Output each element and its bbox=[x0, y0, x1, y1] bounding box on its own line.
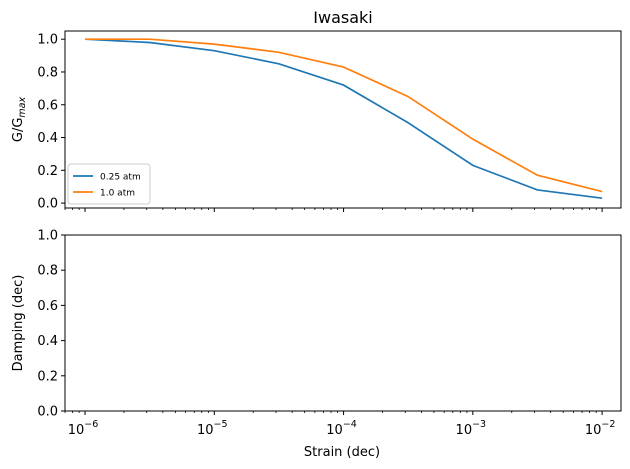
y-tick-label: 1.0 bbox=[37, 33, 58, 48]
x-axis-label: Strain (dec) bbox=[304, 445, 380, 460]
axes-frame bbox=[64, 234, 622, 412]
chart-title: Iwasaki bbox=[313, 8, 372, 27]
y-tick-label: 0.2 bbox=[37, 369, 58, 384]
y-tick-label: 0.8 bbox=[37, 264, 58, 279]
y-tick-label: 0.8 bbox=[37, 65, 58, 80]
y-tick-label: 1.0 bbox=[37, 229, 58, 244]
legend: 0.25 atm 1.0 atm bbox=[67, 163, 151, 205]
series-line-1-0-atm bbox=[85, 38, 603, 193]
x-tick-label: 10−6 bbox=[68, 419, 99, 438]
damping-panel: 10−6 10−5 10−4 10−3 10−2 0.0 0.2 0.4 0.6 0.8 1.0 Da… bbox=[11, 229, 622, 460]
y-tick-label: 0.6 bbox=[37, 299, 58, 314]
axes-frame bbox=[64, 30, 622, 209]
gmax-panel: 0.0 0.2 0.4 0.6 0.8 1.0 Iwasaki G/Gmax 0.25 atm 1… bbox=[11, 8, 622, 212]
series-line-0-25-atm bbox=[84, 38, 603, 200]
y-tick-label: 0.2 bbox=[37, 164, 58, 179]
legend-box bbox=[67, 163, 151, 205]
x-tick-label: 10−3 bbox=[456, 419, 487, 438]
y-tick-label: 0.0 bbox=[37, 405, 58, 420]
y-tick-label: 0.4 bbox=[37, 131, 58, 146]
y-tick-label: 0.4 bbox=[37, 334, 58, 349]
y-axis-label: G/Gmax bbox=[11, 97, 28, 143]
x-tick-label: 10−5 bbox=[197, 419, 228, 438]
y-tick-label: 0.6 bbox=[37, 98, 58, 113]
legend-label: 0.25 atm bbox=[100, 173, 141, 183]
x-tick-label: 10−4 bbox=[326, 419, 357, 438]
x-tick-label: 10−2 bbox=[585, 419, 616, 438]
legend-label: 1.0 atm bbox=[100, 189, 135, 199]
y-tick-label: 0.0 bbox=[37, 197, 58, 212]
y-axis-label: Damping (dec) bbox=[11, 275, 26, 372]
